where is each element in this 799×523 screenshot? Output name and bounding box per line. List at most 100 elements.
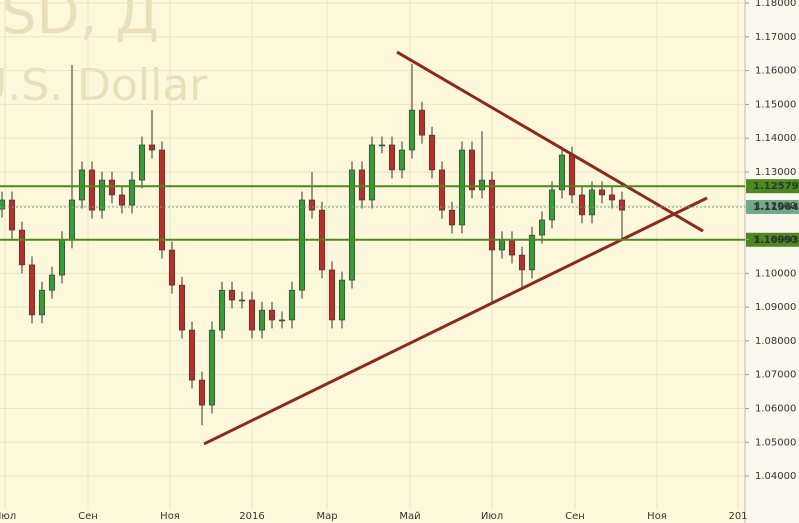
candle-body	[338, 279, 346, 321]
candle-body	[0, 199, 6, 210]
level-tag	[746, 232, 799, 247]
candle-body	[128, 179, 136, 206]
candle-body	[428, 134, 436, 171]
candle-body	[138, 144, 146, 181]
level-tag	[746, 179, 799, 194]
axis-background	[745, 0, 799, 523]
candle-body	[508, 239, 516, 256]
y-tick-label: 1.07000	[755, 370, 796, 381]
y-tick-label: 1.09000	[755, 302, 796, 313]
candle-body	[328, 269, 336, 321]
candle-body	[398, 149, 406, 171]
candle-body	[38, 289, 46, 316]
candle-body	[388, 144, 396, 171]
y-tick-label: 1.10000	[755, 268, 796, 279]
candle-body	[518, 254, 526, 271]
y-tick-label: 1.11000	[755, 235, 796, 246]
candle-body	[68, 199, 76, 241]
level-label: 1.12579	[753, 181, 799, 192]
candle-body	[168, 249, 176, 286]
watermark: USD, Д	[0, 0, 159, 47]
candle-body	[218, 289, 226, 331]
candle-body	[598, 189, 606, 196]
y-tick-label: 1.16000	[755, 66, 796, 77]
y-tick-label: 1.12000	[755, 201, 796, 212]
candle-body	[448, 209, 456, 226]
candle-body	[238, 299, 246, 302]
candle-body	[58, 239, 66, 276]
level-label: 1.10993	[753, 235, 799, 246]
candle-body	[558, 154, 566, 191]
x-tick-label: Июл	[481, 511, 503, 522]
x-tick-label: Сен	[565, 511, 585, 522]
x-tick-label: Июл	[0, 511, 16, 522]
candle-body	[158, 149, 166, 251]
candle-body	[8, 199, 16, 231]
x-tick-label: 2016	[239, 511, 264, 522]
x-tick-label: Ноя	[160, 511, 180, 522]
x-tick-label: Сен	[78, 511, 98, 522]
trend-line	[396, 50, 704, 233]
level-tag	[746, 199, 799, 214]
y-tick-label: 1.06000	[755, 403, 796, 414]
x-tick-label: Май	[399, 511, 420, 522]
candle-body	[418, 109, 426, 136]
candle-body	[298, 199, 306, 291]
candle-body	[408, 109, 416, 151]
candle-body	[188, 329, 196, 381]
candle-body	[308, 199, 316, 211]
candle-body	[498, 239, 506, 251]
y-tick-label: 1.13000	[755, 167, 796, 178]
candle-body	[538, 219, 546, 236]
x-tick-label: 201	[728, 511, 747, 522]
candle-body	[98, 179, 106, 211]
y-tick-label: 1.05000	[755, 437, 796, 448]
candles	[0, 63, 626, 426]
candle-body	[208, 329, 216, 406]
candle-body	[548, 189, 556, 221]
candle-body	[478, 179, 486, 191]
candle-body	[18, 229, 26, 266]
candle-body	[268, 309, 276, 321]
watermark: U.S. Dollar	[0, 60, 208, 111]
candle-body	[288, 289, 296, 321]
candle-body	[568, 154, 576, 196]
x-tick-label: Мар	[316, 511, 337, 522]
candle-body	[378, 144, 386, 147]
plot-background	[0, 0, 745, 523]
candle-body	[358, 169, 366, 201]
y-tick-label: 1.04000	[755, 471, 796, 482]
candle-body	[88, 169, 96, 211]
candle-body	[618, 199, 626, 211]
candle-body	[28, 264, 36, 316]
candle-body	[578, 194, 586, 216]
candle-body	[588, 189, 596, 216]
candle-body	[118, 194, 126, 206]
candle-body	[248, 299, 256, 331]
overlays: 1.12579 1.10993 1.11964	[0, 50, 799, 446]
candle-body	[438, 169, 446, 211]
candle-body	[368, 144, 376, 201]
y-tick-label: 1.18000	[755, 0, 796, 9]
candle-body	[148, 144, 156, 151]
candle-body	[488, 179, 496, 251]
y-tick-label: 1.15000	[755, 99, 796, 110]
candle-body	[48, 274, 56, 291]
candle-body	[278, 319, 286, 322]
y-tick-label: 1.14000	[755, 133, 796, 144]
candle-body	[78, 169, 86, 201]
level-label: 1.11964	[753, 202, 799, 213]
candle-body	[228, 289, 236, 301]
candle-body	[348, 169, 356, 281]
y-tick-label: 1.08000	[755, 336, 796, 347]
candle-body	[198, 379, 206, 406]
x-tick-label: Ноя	[647, 511, 667, 522]
y-tick-label: 1.17000	[755, 32, 796, 43]
candle-body	[468, 149, 476, 191]
candle-body	[258, 309, 266, 331]
candle-body	[528, 234, 536, 271]
candle-body	[178, 284, 186, 331]
candle-body	[458, 149, 466, 226]
candle-body	[608, 194, 616, 201]
